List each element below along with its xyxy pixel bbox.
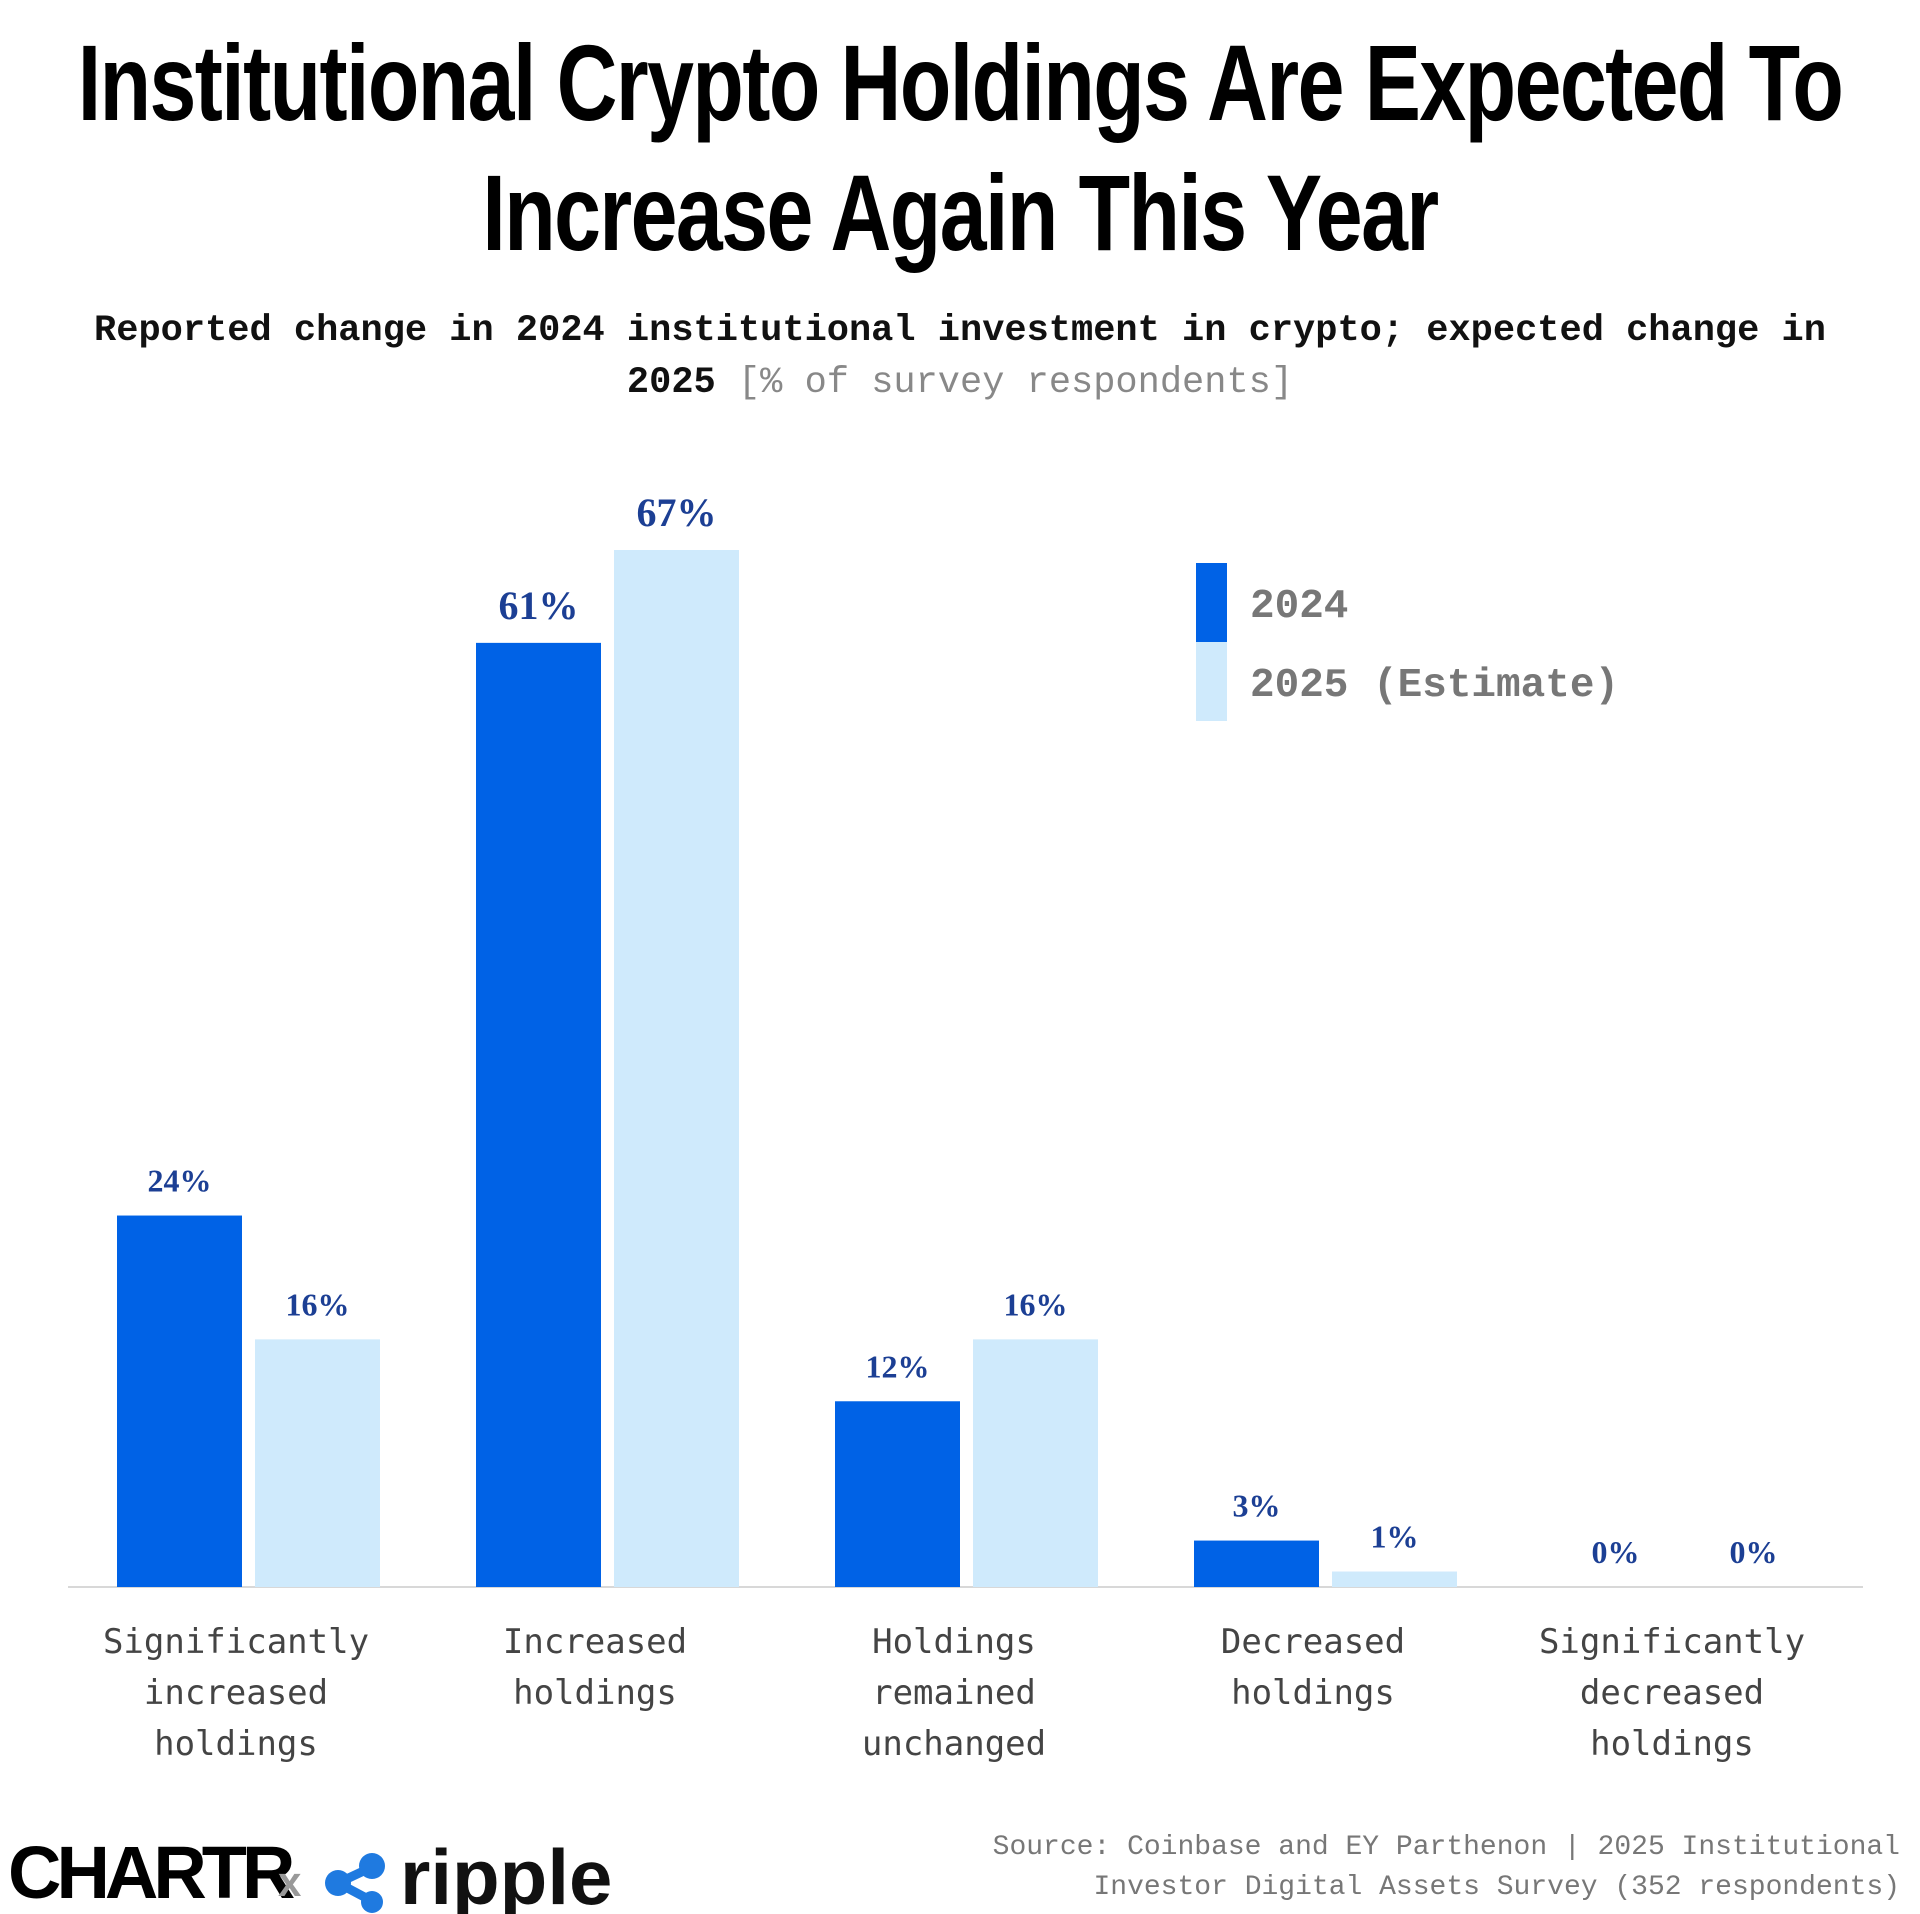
value-label: 24% <box>148 1163 212 1199</box>
bar <box>255 1339 380 1587</box>
brand-separator: x <box>278 1858 302 1905</box>
subtitle-unit: [% of survey respondents] <box>737 362 1294 404</box>
value-label: 12% <box>866 1348 930 1384</box>
bar <box>1332 1571 1457 1587</box>
legend-swatch <box>1196 563 1227 642</box>
bar <box>835 1401 960 1587</box>
bar <box>614 550 739 1587</box>
subtitle: Reported change in 2024 institutional in… <box>60 305 1860 409</box>
ripple-icon <box>325 1853 385 1913</box>
subtitle-text: Reported change in 2024 institutional in… <box>94 310 1826 404</box>
legend-swatch <box>1196 642 1227 721</box>
bar <box>1194 1540 1319 1587</box>
x-tick-label: Increased holdings <box>502 1622 688 1713</box>
x-tick-label: Significantly decreased holdings <box>1538 1622 1806 1764</box>
x-tick-label: Significantly increased holdings <box>102 1622 370 1764</box>
bar <box>117 1215 242 1587</box>
legend-label: 2024 <box>1250 584 1348 630</box>
value-label: 0% <box>1592 1534 1640 1570</box>
source: Source: Coinbase and EY Parthenon | 2025… <box>992 1832 1900 1903</box>
brand-partner: ripple <box>400 1833 612 1914</box>
x-tick-label: Decreased holdings <box>1220 1622 1406 1713</box>
value-label: 16% <box>286 1286 350 1322</box>
bar <box>476 642 601 1587</box>
value-label: 1% <box>1371 1519 1419 1555</box>
bar <box>973 1339 1098 1587</box>
value-label: 67% <box>637 490 717 535</box>
brand-chartr: CHARTR <box>8 1831 294 1914</box>
legend-label: 2025 (Estimate) <box>1250 663 1619 709</box>
value-label: 0% <box>1730 1534 1778 1570</box>
x-tick-label: Holdings remained unchanged <box>861 1622 1047 1764</box>
value-label: 61% <box>499 583 579 628</box>
value-label: 3% <box>1233 1488 1281 1524</box>
chart-title: Institutional Crypto Holdings Are Expect… <box>77 22 1844 273</box>
value-label: 16% <box>1004 1286 1068 1322</box>
